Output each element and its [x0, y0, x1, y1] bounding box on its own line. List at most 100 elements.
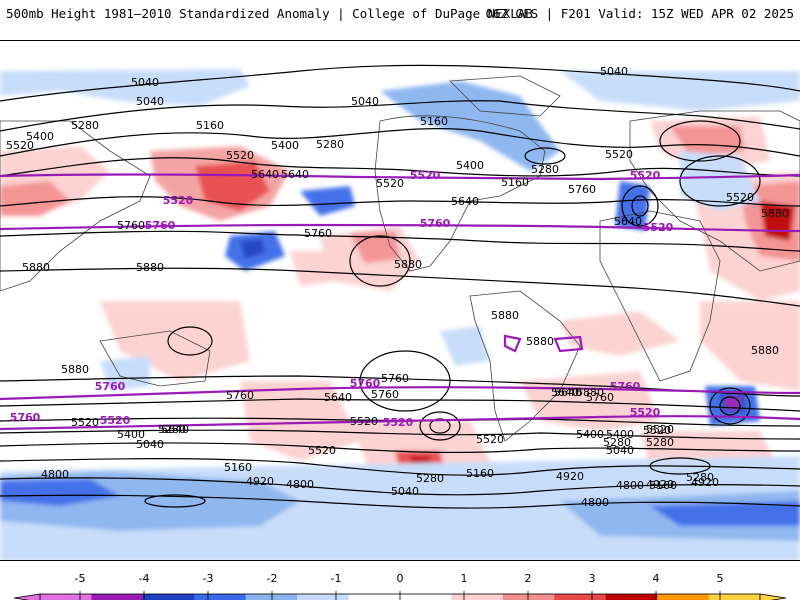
height-contour-label: 5280: [71, 119, 99, 132]
height-contour-label: 5880: [491, 309, 519, 322]
height-contour-label: 4800: [41, 468, 69, 481]
height-contour-label: 5640: [324, 391, 352, 404]
colorbar-tick-label: 0: [396, 572, 404, 585]
height-contour-label: 5880: [751, 344, 779, 357]
height-contour-label: 5520: [476, 433, 504, 446]
coastlines: [0, 75, 800, 442]
height-contour-label: 5760: [226, 389, 254, 402]
height-contour-label: 5160: [466, 467, 494, 480]
highlight-contour-label: 5760: [420, 217, 451, 230]
height-contour-label: 5280: [686, 471, 714, 484]
height-contour-label: 5160: [501, 176, 529, 189]
height-contour-label: 5640: [451, 195, 479, 208]
height-contour-label: 5640: [281, 168, 309, 181]
highlight-contours: [0, 173, 800, 431]
height-contour-label: 5040: [136, 95, 164, 108]
height-contour-label: 4800: [616, 479, 644, 492]
height-contour-label: 5880: [576, 386, 604, 399]
colorbar-tick-label: 3: [588, 572, 596, 585]
colorbar-swatch: [451, 594, 504, 602]
height-contour-label: 4800: [581, 496, 609, 509]
height-contour-label: 5880: [394, 258, 422, 271]
height-contour-label: 5760: [381, 372, 409, 385]
map-panel: 5040 5040 5040 5040 5280 5160 5400 5520 5520 5400…: [0, 40, 800, 561]
colorbar-tick-label: -4: [138, 572, 150, 585]
highlight-contour-label: 5760: [610, 380, 641, 393]
height-contour-label: 5520: [376, 177, 404, 190]
colorbar-swatch: [708, 594, 761, 602]
height-contour-label: 5640: [251, 168, 279, 181]
height-contour-label: 5280: [646, 436, 674, 449]
height-contour-label: 5520: [726, 191, 754, 204]
colorbar-swatch: [348, 594, 401, 602]
height-contour-label: 5760: [304, 227, 332, 240]
highlight-contour-label: 5520: [630, 169, 661, 182]
colorbar-swatch: [91, 594, 144, 602]
title-bar: 500mb Height 1981–2010 Standardized Anom…: [0, 0, 800, 30]
height-contour-label: 5280: [603, 436, 631, 449]
colorbar-max-arrow: [759, 593, 787, 603]
height-contour-label: 5880: [136, 261, 164, 274]
height-contour-label: 5640: [554, 386, 582, 399]
anomaly-shading: [0, 69, 800, 560]
height-contour-label: 5520: [226, 149, 254, 162]
colorbar-tick-label: -3: [202, 572, 214, 585]
height-contour-label: 5760: [117, 219, 145, 232]
height-contour-label: 5400: [456, 159, 484, 172]
height-contour-label: 5400: [271, 139, 299, 152]
height-contour-label: 5640: [551, 386, 579, 399]
colorbar-tick-label: 5: [716, 572, 724, 585]
height-contours: [0, 64, 800, 509]
highlight-contour-label: 5520: [643, 221, 674, 234]
highlight-contour-label: 5520: [630, 406, 661, 419]
height-contour-label: 5280: [531, 163, 559, 176]
height-contour-label: 5520: [646, 423, 674, 436]
height-contour-label: 4920: [556, 470, 584, 483]
colorbar-tick-label: -2: [266, 572, 278, 585]
height-contour-label: 4920: [691, 476, 719, 489]
colorbar-tick-label: 4: [652, 572, 660, 585]
highlight-contour-label: 5520: [410, 169, 441, 182]
highlight-contour-label: 5520: [100, 414, 131, 427]
highlight-contour-label: 5520: [163, 194, 194, 207]
height-contour-label: 5520: [6, 139, 34, 152]
height-contour-label: 5640: [614, 215, 642, 228]
height-contour-label: 5160: [196, 119, 224, 132]
height-contour-label: 5760: [586, 391, 614, 404]
height-contour-label: 4800: [286, 478, 314, 491]
height-contour-label: 5280: [316, 138, 344, 151]
colorbar-swatch: [554, 594, 607, 602]
run-info: 06Z GFS | F201 Valid: 15Z WED APR 02 202…: [485, 6, 794, 21]
height-contour-label: 5160: [420, 115, 448, 128]
height-contour-label: 5880: [526, 335, 554, 348]
height-contour-label: 5880: [761, 207, 789, 220]
colorbar-swatch: [400, 594, 452, 602]
height-contour-label: 5040: [606, 444, 634, 457]
colorbar-tick-label: -1: [330, 572, 342, 585]
highlight-contour-label: 5760: [145, 219, 176, 232]
height-contour-label: 5760: [371, 388, 399, 401]
height-contour-label: 5160: [224, 461, 252, 474]
colorbar-swatch: [502, 594, 555, 602]
height-contour-label: 5280: [158, 423, 186, 436]
height-contour-label: 5520: [350, 415, 378, 428]
colorbar-tick-label: -5: [74, 572, 86, 585]
height-contour-label: 5520: [308, 444, 336, 457]
height-contour-label: 5880: [22, 261, 50, 274]
height-contour-label: 4920: [246, 475, 274, 488]
highlight-contour-label: 5760: [350, 377, 381, 390]
colorbar-swatch: [605, 594, 658, 602]
height-contour-label: 4920: [646, 478, 674, 491]
colorbar-swatch: [40, 594, 92, 602]
height-contour-label: 5040: [351, 95, 379, 108]
height-contour-label: 5400: [606, 428, 634, 441]
height-contour-label: 5040: [136, 438, 164, 451]
highlight-contour-label: 5760: [10, 411, 41, 424]
height-contour-label: 5640: [161, 423, 189, 436]
height-contour-label: 5040: [131, 76, 159, 89]
highlight-contour-label: 5520: [383, 416, 414, 429]
height-contour-label: 5280: [416, 472, 444, 485]
colorbar-swatch: [142, 594, 195, 602]
